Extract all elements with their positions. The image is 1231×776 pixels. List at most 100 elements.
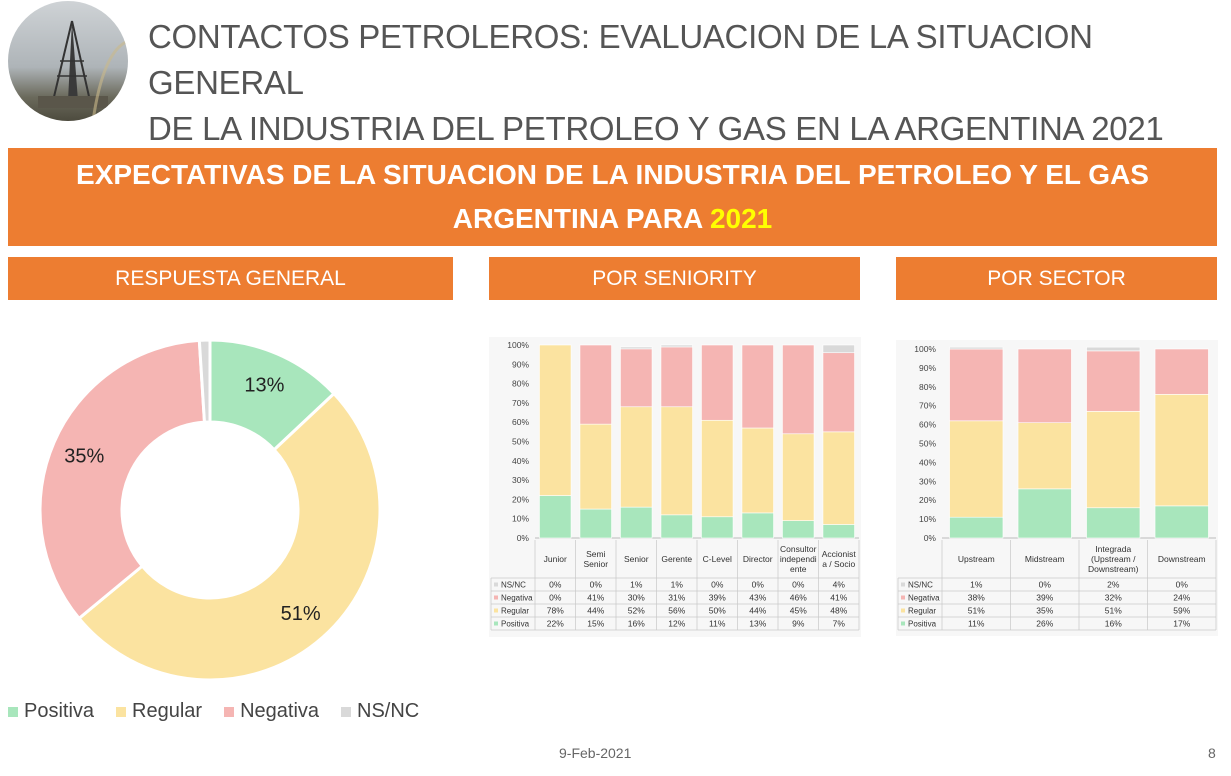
category-label: Downstream) [1088, 564, 1139, 574]
y-tick-label: 40% [919, 457, 936, 467]
table-cell-value: 12% [668, 619, 685, 629]
category-label: Senior [583, 559, 608, 569]
bar-segment-positiva [701, 516, 734, 539]
table-cell-value: 0% [549, 580, 562, 590]
bar-segment-nsnc [620, 346, 653, 350]
legend-item-positiva: Positiva [8, 700, 94, 723]
banner-year: 2021 [709, 203, 773, 234]
y-tick-label: 0% [924, 533, 937, 543]
table-cell-value: 48% [830, 606, 847, 616]
table-cell-value: 44% [749, 606, 766, 616]
bar-segment-positiva [579, 508, 612, 539]
table-cell-value: 30% [628, 593, 645, 603]
table-series-name: Negativa [501, 594, 533, 603]
table-cell-value: 39% [1036, 593, 1053, 603]
category-label: Senior [624, 554, 649, 564]
page-title: CONTACTOS PETROLEROS: EVALUACION DE LA S… [148, 14, 1208, 152]
bar-segment-regular [579, 423, 612, 510]
bar-segment-positiva [620, 506, 653, 539]
table-cell-value: 16% [628, 619, 645, 629]
table-cell-value: 46% [790, 593, 807, 603]
category-label: Midstream [1025, 554, 1065, 564]
bar-segment-nsnc [822, 344, 855, 354]
y-tick-label: 10% [512, 514, 529, 524]
table-cell-value: 17% [1173, 619, 1190, 629]
category-label: Semi [586, 549, 605, 559]
legend-item-negativa: Negativa [224, 700, 319, 723]
bar-segment-positiva [539, 495, 572, 539]
title-line-1: CONTACTOS PETROLEROS: EVALUACION DE LA S… [148, 18, 1093, 101]
table-cell-value: 52% [628, 606, 645, 616]
bar-segment-negativa [660, 346, 693, 408]
bar-segment-positiva [1086, 507, 1141, 539]
table-cell-value: 26% [1036, 619, 1053, 629]
table-cell-value: 15% [587, 619, 604, 629]
table-cell-value: 22% [547, 619, 564, 629]
bar-segment-positiva [949, 516, 1004, 539]
page-number: 8 [1208, 745, 1216, 761]
y-tick-label: 20% [512, 494, 529, 504]
title-line-2: DE LA INDUSTRIA DEL PETROLEO Y GAS EN LA… [148, 110, 1164, 147]
category-label: Downstream [1158, 554, 1206, 564]
main-banner: EXPECTATIVAS DE LA SITUACION DE LA INDUS… [8, 148, 1217, 246]
y-tick-label: 0% [517, 533, 530, 543]
donut-legend: Positiva Regular Negativa NS/NC [8, 700, 419, 723]
banner-line-2: ARGENTINA PARA 2021 [8, 197, 1217, 241]
y-tick-label: 100% [914, 344, 936, 354]
bar-segment-nsnc [949, 346, 1004, 350]
y-tick-label: 40% [512, 456, 529, 466]
bar-segment-regular [1086, 411, 1141, 509]
table-cell-value: 0% [792, 580, 805, 590]
bar-segment-positiva [822, 524, 855, 539]
y-tick-label: 30% [919, 476, 936, 486]
table-cell-value: 51% [968, 606, 985, 616]
table-legend-swatch [494, 608, 498, 613]
category-label: a / Socio [822, 559, 855, 569]
bar-segment-nsnc [1086, 346, 1141, 352]
table-legend-swatch [901, 582, 905, 587]
table-cell-value: 16% [1105, 619, 1122, 629]
legend-swatch-nsnc [341, 706, 352, 717]
table-legend-swatch [901, 595, 905, 600]
bar-segment-negativa [949, 348, 1004, 422]
y-tick-label: 60% [919, 420, 936, 430]
table-cell-value: 13% [749, 619, 766, 629]
table-cell-value: 51% [1105, 606, 1122, 616]
table-cell-value: 0% [752, 580, 765, 590]
category-label: Gerente [661, 554, 692, 564]
bar-segment-negativa [701, 344, 734, 421]
table-series-name: Positiva [908, 620, 937, 629]
bar-segment-regular [660, 406, 693, 516]
table-cell-value: 0% [590, 580, 603, 590]
category-label: Director [743, 554, 773, 564]
banner-line-1: EXPECTATIVAS DE LA SITUACION DE LA INDUS… [76, 159, 1149, 190]
bar-segment-positiva [660, 514, 693, 539]
table-cell-value: 43% [749, 593, 766, 603]
table-series-name: Positiva [501, 620, 530, 629]
table-cell-value: 45% [790, 606, 807, 616]
y-tick-label: 100% [507, 340, 529, 350]
table-cell-value: 24% [1173, 593, 1190, 603]
bar-segment-positiva [1154, 505, 1209, 539]
bar-segment-nsnc [660, 344, 693, 348]
table-cell-value: 1% [630, 580, 643, 590]
banner-line-2-prefix: ARGENTINA PARA [452, 203, 710, 234]
section-header-sector: POR SECTOR [896, 257, 1217, 300]
category-label: Upstream [958, 554, 995, 564]
y-tick-label: 70% [919, 401, 936, 411]
y-tick-label: 70% [512, 398, 529, 408]
bar-segment-regular [539, 344, 572, 496]
table-legend-swatch [494, 582, 498, 587]
legend-swatch-regular [116, 706, 127, 717]
bar-segment-negativa [1086, 350, 1141, 412]
table-cell-value: 9% [792, 619, 805, 629]
table-cell-value: 1% [970, 580, 983, 590]
legend-label-negativa: Negativa [240, 700, 320, 722]
category-label: (Upstream / [1091, 554, 1136, 564]
table-cell-value: 41% [587, 593, 604, 603]
table-cell-value: 35% [1036, 606, 1053, 616]
bar-segment-negativa [822, 352, 855, 433]
legend-swatch-negativa [224, 706, 235, 717]
table-cell-value: 0% [711, 580, 724, 590]
category-label: Accionist [822, 549, 857, 559]
